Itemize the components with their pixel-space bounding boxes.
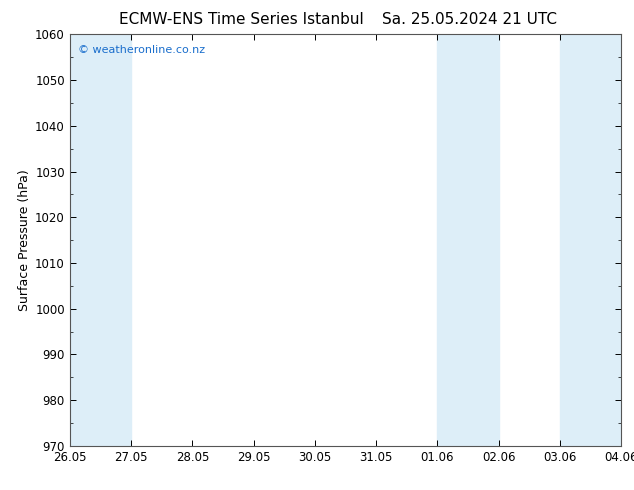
- Bar: [70, 34, 131, 446]
- Bar: [437, 34, 468, 446]
- Text: ECMW-ENS Time Series Istanbul: ECMW-ENS Time Series Istanbul: [119, 12, 363, 27]
- Y-axis label: Surface Pressure (hPa): Surface Pressure (hPa): [18, 169, 31, 311]
- Text: Sa. 25.05.2024 21 UTC: Sa. 25.05.2024 21 UTC: [382, 12, 557, 27]
- Bar: [468, 34, 499, 446]
- Bar: [560, 34, 591, 446]
- Text: © weatheronline.co.nz: © weatheronline.co.nz: [78, 45, 205, 54]
- Bar: [591, 34, 621, 446]
